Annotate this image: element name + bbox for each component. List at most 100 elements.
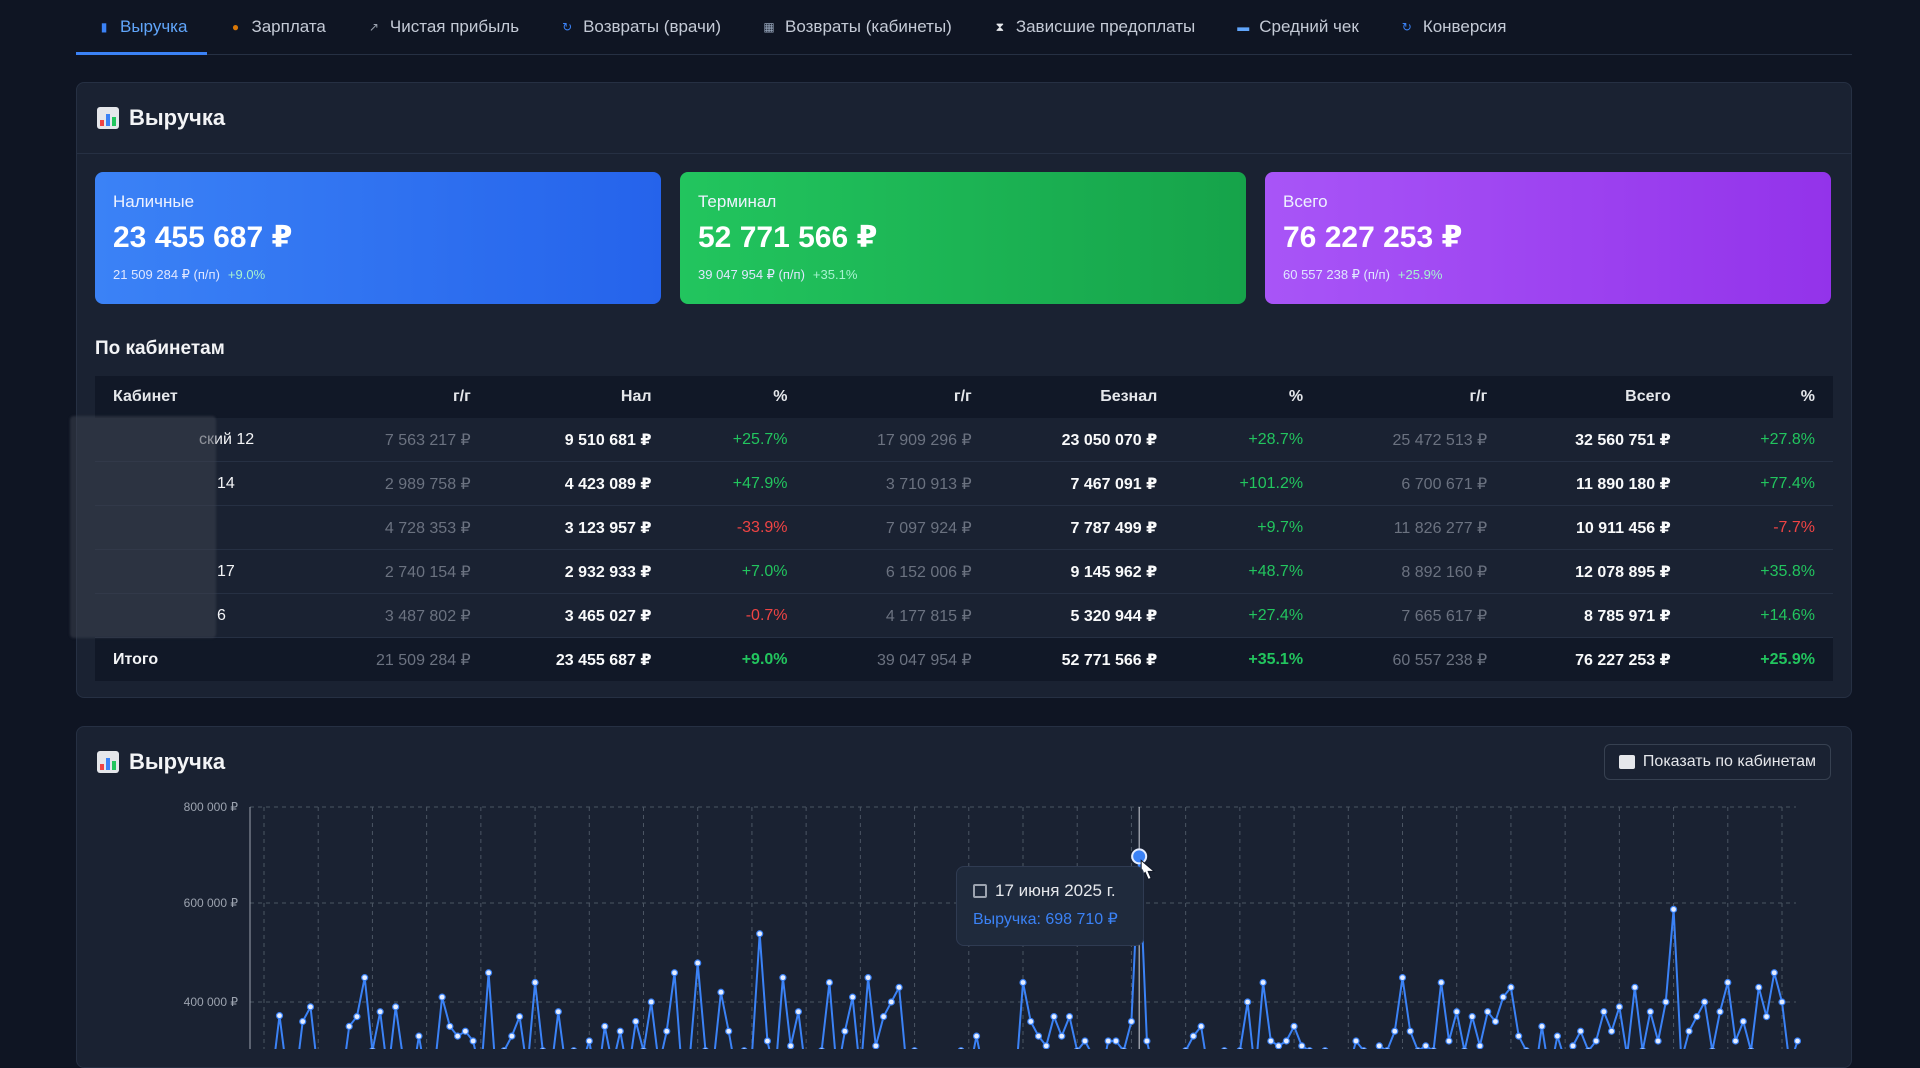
tab-4[interactable]: ▦ Возвраты (кабинеты) bbox=[741, 0, 972, 54]
tab-6[interactable]: ▬ Средний чек bbox=[1215, 0, 1379, 54]
kpi-comparison: 21 509 284 ₽ (п/п) +9.0% bbox=[113, 267, 643, 283]
table-cell-cash-yy: 21 509 284 ₽ bbox=[308, 637, 489, 681]
column-header: % bbox=[1175, 376, 1322, 418]
tab-0[interactable]: ▮ Выручка bbox=[76, 0, 208, 55]
kpi-comparison: 39 047 954 ₽ (п/п) +35.1% bbox=[698, 267, 1228, 283]
refresh-icon: ↻ bbox=[1401, 20, 1412, 34]
credit-card-icon: ▬ bbox=[1237, 20, 1250, 34]
table-cell-card: 5 320 944 ₽ bbox=[989, 593, 1176, 638]
table-cell-card: 7 467 091 ₽ bbox=[989, 461, 1176, 506]
kpi-delta: +35.1% bbox=[812, 267, 858, 282]
table-cell-total-yy: 7 665 617 ₽ bbox=[1321, 593, 1506, 638]
tab-label: Возвраты (врачи) bbox=[583, 17, 722, 36]
table-cell-cash-pct: +25.7% bbox=[669, 418, 806, 462]
tab-label: Средний чек bbox=[1259, 17, 1359, 36]
hourglass-icon: ⧗ bbox=[995, 20, 1005, 34]
column-header: % bbox=[1688, 376, 1833, 418]
show-by-cabinets-label: Показать по кабинетам bbox=[1642, 753, 1816, 770]
table-row: 14 2 989 758 ₽4 423 089 ₽ +47.9% 3 710 913 … bbox=[95, 461, 1833, 506]
table-cell-card-pct: +101.2% bbox=[1175, 461, 1322, 506]
tab-label: Конверсия bbox=[1422, 17, 1507, 36]
table-cell-card-yy: 4 177 815 ₽ bbox=[805, 593, 990, 638]
kpi-cards: Наличные 23 455 687 ₽ 21 509 284 ₽ (п/п) +9… bbox=[77, 154, 1851, 304]
table-cell-total-pct: -7.7% bbox=[1688, 505, 1833, 550]
table-cell-cash-pct: +7.0% bbox=[669, 549, 806, 594]
tab-5[interactable]: ⧗ Зависшие предоплаты bbox=[972, 0, 1215, 54]
column-header: г/г bbox=[308, 376, 489, 418]
tab-label: Зарплата bbox=[251, 17, 326, 36]
chart-panel-header: Выручка Показать по кабинетам bbox=[77, 727, 1851, 797]
redacted-names-overlay bbox=[70, 416, 216, 638]
kpi-delta: +9.0% bbox=[227, 267, 266, 282]
kpi-label: Всего bbox=[1283, 192, 1328, 211]
kpi-prev: 39 047 954 ₽ (п/п) bbox=[698, 267, 805, 282]
calendar-icon bbox=[973, 884, 987, 898]
line-chart-icon bbox=[1618, 755, 1635, 769]
table-cell-card-yy: 6 152 006 ₽ bbox=[805, 549, 990, 594]
table-cell-card-yy: 17 909 296 ₽ bbox=[805, 418, 990, 462]
kpi-card: Терминал 52 771 566 ₽ 39 047 954 ₽ (п/п) +3… bbox=[680, 172, 1246, 304]
table-cell-total-pct: +27.8% bbox=[1688, 418, 1833, 462]
table-cell-cash: 9 510 681 ₽ bbox=[488, 418, 670, 462]
kpi-value: 52 771 566 ₽ bbox=[698, 221, 878, 254]
table-row: 4 728 353 ₽3 123 957 ₽ -33.9% 7 097 924 ₽7… bbox=[95, 505, 1833, 550]
table-cell-cash: 3 123 957 ₽ bbox=[488, 505, 670, 550]
table-cell-total-pct: +25.9% bbox=[1688, 637, 1833, 681]
tooltip-value: Выручка: 698 710 ₽ bbox=[973, 911, 1118, 928]
tab-1[interactable]: ● Зарплата bbox=[207, 0, 345, 54]
kpi-comparison: 60 557 238 ₽ (п/п) +25.9% bbox=[1283, 267, 1813, 283]
column-header: г/г bbox=[1321, 376, 1506, 418]
tab-label: Возвраты (кабинеты) bbox=[785, 17, 952, 36]
table-cell-cash-pct: +47.9% bbox=[669, 461, 806, 506]
kpi-delta: +25.9% bbox=[1397, 267, 1443, 282]
chart-tooltip: 17 июня 2025 г. Выручка: 698 710 ₽ bbox=[956, 866, 1144, 946]
money-bag-icon: ● bbox=[231, 20, 240, 34]
tab-label: Чистая прибыль bbox=[389, 17, 520, 36]
table-cell-card-yy: 39 047 954 ₽ bbox=[805, 637, 990, 681]
table-cell-cash-yy: 7 563 217 ₽ bbox=[308, 418, 489, 462]
table-cell-cash-pct: -0.7% bbox=[669, 593, 806, 638]
kpi-prev: 21 509 284 ₽ (п/п) bbox=[113, 267, 220, 282]
cabinets-table: Кабинет г/г Нал% г/г Безнал% г/г Всего% ский 1… bbox=[95, 376, 1833, 681]
table-cell-card-yy: 3 710 913 ₽ bbox=[805, 461, 990, 506]
table-cell-total: 8 785 971 ₽ bbox=[1505, 593, 1689, 638]
table-cell-cash: 3 465 027 ₽ bbox=[488, 593, 670, 638]
table-cell-total-yy: 25 472 513 ₽ bbox=[1321, 418, 1506, 462]
kpi-card: Наличные 23 455 687 ₽ 21 509 284 ₽ (п/п) +9… bbox=[95, 172, 661, 304]
show-by-cabinets-button[interactable]: Показать по кабинетам bbox=[1603, 744, 1831, 780]
table-total-row: Итого 21 509 284 ₽23 455 687 ₽ +9.0% 39 047… bbox=[95, 637, 1833, 681]
table-cell-card: 23 050 070 ₽ bbox=[989, 418, 1176, 462]
table-cell-cash-yy: 4 728 353 ₽ bbox=[308, 505, 489, 550]
table-row: ский 12 7 563 217 ₽9 510 681 ₽ +25.7% 17 90… bbox=[95, 418, 1833, 462]
table-cell-total-yy: 60 557 238 ₽ bbox=[1321, 637, 1506, 681]
bar-chart-icon bbox=[97, 107, 119, 129]
table-cell-cash: 2 932 933 ₽ bbox=[488, 549, 670, 594]
table-cell-total: 11 890 180 ₽ bbox=[1505, 461, 1689, 506]
table-cell-total: 76 227 253 ₽ bbox=[1505, 637, 1689, 681]
table-cell-cash: 4 423 089 ₽ bbox=[488, 461, 670, 506]
column-header: г/г bbox=[805, 376, 990, 418]
table-cell-card-pct: +9.7% bbox=[1175, 505, 1322, 550]
column-header: Нал bbox=[488, 376, 670, 418]
column-header: Всего bbox=[1505, 376, 1689, 418]
table-cell-cash-pct: -33.9% bbox=[669, 505, 806, 550]
bar-chart-icon bbox=[97, 751, 119, 773]
table-cell-cash-yy: 3 487 802 ₽ bbox=[308, 593, 489, 638]
table-cell-total-yy: 8 892 160 ₽ bbox=[1321, 549, 1506, 594]
table-cell-total-pct: +14.6% bbox=[1688, 593, 1833, 638]
tab-7[interactable]: ↻ Конверсия bbox=[1379, 0, 1527, 54]
table-cell-name: Итого bbox=[95, 637, 309, 681]
table-cell-total-yy: 11 826 277 ₽ bbox=[1321, 505, 1506, 550]
tab-label: Выручка bbox=[120, 17, 188, 36]
line-chart-icon: ↗ bbox=[368, 20, 379, 34]
table-row: 17 2 740 154 ₽2 932 933 ₽ +7.0% 6 152 006 ₽… bbox=[95, 549, 1833, 594]
kpi-label: Терминал bbox=[698, 192, 777, 211]
chart-title: Выручка bbox=[129, 749, 226, 774]
table-header-row: Кабинет г/г Нал% г/г Безнал% г/г Всего% bbox=[95, 376, 1833, 418]
tab-3[interactable]: ↻ Возвраты (врачи) bbox=[539, 0, 741, 54]
tab-2[interactable]: ↗ Чистая прибыль bbox=[346, 0, 539, 54]
tooltip-date: 17 июня 2025 г. bbox=[995, 881, 1116, 900]
kpi-label: Наличные bbox=[113, 192, 195, 211]
table-cell-card: 52 771 566 ₽ bbox=[989, 637, 1176, 681]
